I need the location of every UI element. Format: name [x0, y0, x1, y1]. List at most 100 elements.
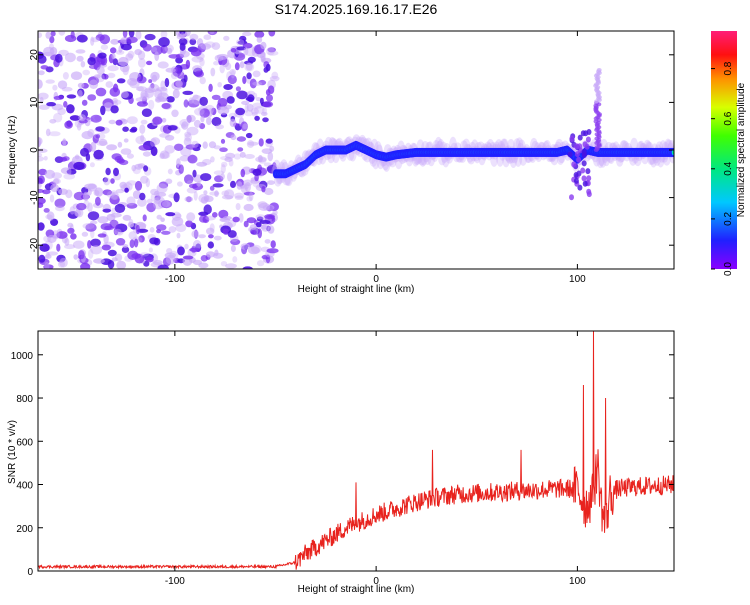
- noise-blob: [264, 239, 271, 244]
- noise-blob: [196, 38, 204, 47]
- noise-blob: [38, 156, 44, 162]
- noise-blob: [227, 172, 232, 182]
- noise-blob: [126, 36, 138, 44]
- noise-blob: [95, 126, 105, 132]
- noise-blob: [192, 169, 197, 178]
- noise-blob: [126, 180, 137, 186]
- noise-blob: [49, 119, 57, 124]
- noise-blob: [228, 112, 237, 119]
- noise-blob: [126, 202, 138, 209]
- noise-blob: [120, 43, 132, 51]
- noise-blob: [113, 99, 122, 105]
- noise-blob: [87, 57, 96, 66]
- disturbance-blob: [581, 160, 587, 167]
- noise-blob: [110, 38, 120, 45]
- noise-blob: [212, 212, 218, 218]
- noise-blob: [112, 58, 119, 66]
- noise-blob: [77, 82, 85, 88]
- noise-blob: [211, 42, 221, 50]
- noise-blob: [255, 222, 262, 228]
- noise-blob: [152, 116, 163, 125]
- noise-blob: [101, 244, 112, 251]
- noise-blob: [44, 261, 50, 269]
- colorbar-tick-label: 0.6: [723, 111, 734, 125]
- noise-blob: [129, 239, 135, 249]
- noise-blob: [132, 190, 141, 200]
- noise-blob: [199, 57, 205, 67]
- noise-blob: [261, 223, 270, 232]
- snr-series-line: [38, 331, 674, 570]
- noise-blob: [233, 153, 242, 160]
- noise-blob: [38, 254, 46, 263]
- noise-blob: [93, 74, 101, 79]
- noise-blob: [70, 233, 77, 240]
- colorbar-tick-label: 0.4: [723, 161, 734, 175]
- snr-x-ticks: -100 0 100: [165, 331, 586, 587]
- noise-blob: [226, 96, 235, 104]
- noise-blob: [122, 126, 129, 132]
- noise-blob: [149, 227, 155, 233]
- noise-blob: [202, 158, 212, 166]
- noise-blob: [208, 108, 213, 118]
- noise-blob: [128, 231, 137, 240]
- noise-blob: [111, 257, 118, 262]
- x-tick-label: 0: [373, 576, 379, 587]
- noise-blob: [112, 97, 118, 104]
- noise-blob: [90, 141, 97, 152]
- noise-blob: [148, 247, 153, 253]
- noise-blob: [87, 211, 100, 221]
- noise-blob: [203, 195, 214, 203]
- disturbance-blob: [573, 172, 579, 178]
- noise-blob: [62, 138, 67, 146]
- noise-blob: [57, 80, 68, 89]
- noise-blob: [90, 114, 102, 123]
- noise-blob: [126, 116, 138, 125]
- colorbar-tick-label: 0.0: [723, 262, 734, 276]
- disturbance-blob: [585, 136, 591, 143]
- noise-blob: [122, 244, 129, 248]
- noise-blob: [128, 31, 135, 38]
- noise-blob: [150, 188, 159, 196]
- noise-blob: [145, 256, 154, 263]
- noise-blob: [247, 56, 256, 63]
- noise-blob: [270, 240, 276, 249]
- noise-blob: [247, 141, 259, 146]
- noise-blob: [184, 133, 192, 142]
- noise-blob: [138, 58, 146, 68]
- noise-blob: [191, 140, 199, 148]
- noise-blob: [116, 158, 125, 164]
- noise-blob: [158, 181, 169, 189]
- noise-blob: [250, 244, 262, 254]
- noise-blob: [199, 215, 208, 223]
- noise-blob: [167, 168, 173, 175]
- noise-blob: [127, 78, 138, 86]
- noise-blob: [187, 180, 193, 185]
- noise-blob: [263, 162, 272, 167]
- noise-blob: [109, 87, 121, 97]
- noise-blob: [50, 31, 56, 37]
- noise-blob: [266, 248, 279, 254]
- noise-blob: [45, 31, 51, 39]
- noise-blob: [144, 33, 156, 41]
- noise-blob: [38, 32, 43, 38]
- noise-blob: [242, 266, 253, 269]
- noise-blob: [156, 214, 162, 220]
- noise-blob: [215, 124, 224, 130]
- noise-blob: [261, 186, 266, 193]
- noise-blob: [159, 153, 165, 159]
- noise-blob: [76, 123, 82, 131]
- noise-blob: [126, 196, 136, 206]
- noise-blob: [190, 48, 202, 57]
- noise-blob: [251, 112, 258, 117]
- noise-blob: [183, 74, 188, 83]
- noise-blob: [66, 168, 77, 175]
- noise-blob: [110, 212, 122, 218]
- noise-blob: [178, 164, 184, 174]
- noise-blob: [110, 178, 115, 184]
- noise-blob: [186, 114, 196, 123]
- noise-blob: [161, 230, 171, 235]
- noise-blobs: [38, 31, 280, 269]
- noise-blob: [254, 115, 260, 121]
- noise-blob: [124, 187, 129, 193]
- noise-blob: [242, 179, 253, 187]
